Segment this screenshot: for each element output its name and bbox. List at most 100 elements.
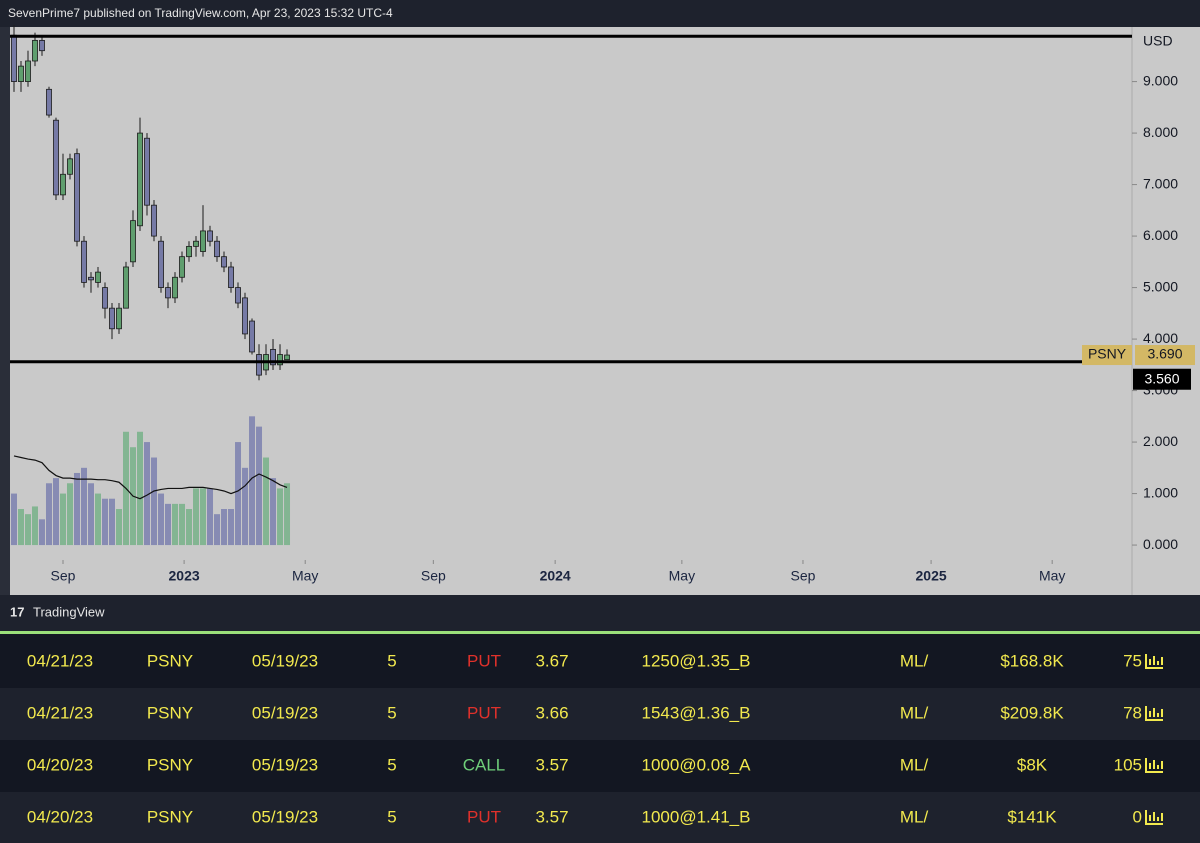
volume-bar (59, 493, 66, 546)
volume-bar (24, 514, 31, 546)
chart-background (0, 27, 1200, 595)
cell-date: 04/21/23 (27, 703, 93, 722)
cell-strike: 5 (387, 651, 396, 670)
candle-body (277, 354, 283, 366)
volume-bar (109, 498, 115, 546)
volume-bar (165, 503, 172, 546)
volume-bar (31, 506, 38, 546)
level-label-box (1133, 368, 1191, 390)
cell-ticker: PSNY (147, 807, 193, 826)
y-tick-label: 9.000 (1143, 72, 1178, 88)
volume-ma-line (13, 455, 288, 500)
candle-body (214, 240, 220, 258)
x-tick-label: May (1039, 568, 1065, 584)
volume-bar (38, 519, 45, 546)
y-tick-label: 6.000 (1143, 227, 1178, 243)
cell-ticker: PSNY (147, 755, 193, 774)
volume-bar (116, 509, 123, 546)
table-row (0, 792, 1200, 843)
volume-bar (52, 478, 59, 546)
volume-bar (17, 509, 24, 546)
cell-expiry: 05/19/23 (252, 807, 318, 826)
cell-date: 04/20/23 (27, 755, 93, 774)
cell-count: 75 (1123, 651, 1142, 670)
cell-source: ML/ (900, 807, 929, 826)
volume-bar (200, 488, 207, 546)
candle-body (39, 39, 45, 52)
candle-body (221, 256, 227, 268)
last-price-box (1135, 345, 1195, 366)
footer-text: TradingView (33, 604, 105, 619)
candle-body (207, 230, 213, 242)
volume-bar (284, 483, 291, 546)
candle-body (242, 297, 248, 335)
volume-bar (137, 431, 144, 546)
table-row (0, 688, 1200, 740)
y-tick-label: 4.000 (1143, 330, 1178, 346)
volume-bar (45, 483, 52, 546)
header-bar (0, 0, 1200, 27)
cell-date: 04/21/23 (27, 651, 93, 670)
count-icon (1145, 706, 1163, 721)
volume-bar (256, 426, 263, 546)
candle-body (67, 158, 73, 175)
candle-body (235, 287, 241, 304)
cell-detail: 1543@1.36_B (642, 703, 751, 722)
table-row (0, 740, 1200, 792)
candle-body (81, 240, 87, 283)
candle-body (116, 307, 122, 330)
cell-premium: $168.8K (1000, 651, 1064, 670)
candle-body (228, 266, 234, 288)
x-tick-label: Sep (791, 568, 816, 584)
candle-body (123, 266, 129, 309)
candle-body (60, 173, 66, 196)
volume-bar (270, 478, 277, 546)
candle-body (130, 220, 136, 263)
candle-body (193, 240, 199, 247)
candle-body (53, 119, 59, 196)
x-tick-label: May (669, 568, 695, 584)
cell-side: PUT (467, 807, 501, 826)
candle-body (25, 60, 31, 82)
cell-premium: $209.8K (1000, 703, 1064, 722)
count-icon (1145, 810, 1163, 825)
cell-count: 0 (1133, 807, 1142, 826)
candle-body (137, 132, 143, 227)
volume-bar (207, 488, 214, 546)
cell-price: 3.57 (535, 807, 568, 826)
volume-bar (277, 488, 284, 546)
candle-body (158, 240, 164, 288)
candle-body (46, 88, 52, 116)
footer-bar (0, 595, 1200, 631)
cell-strike: 5 (387, 807, 396, 826)
volume-bar (235, 442, 242, 546)
cell-count: 105 (1114, 755, 1142, 774)
volume-bar (66, 483, 73, 546)
left-strip (0, 27, 10, 595)
level-label: 3.560 (1144, 370, 1179, 386)
y-tick-label: 2.000 (1143, 433, 1178, 449)
candle-body (270, 348, 276, 366)
footer-logo: 17 (10, 604, 24, 619)
candle-body (165, 287, 171, 299)
cell-side: CALL (463, 755, 506, 774)
candle-body (32, 39, 38, 62)
cell-premium: $141K (1007, 807, 1057, 826)
volume-bar (242, 467, 249, 546)
candle-body (186, 245, 192, 258)
candle-body (256, 354, 262, 376)
candle-body (179, 256, 185, 278)
cell-detail: 1000@0.08_A (642, 755, 752, 774)
candle-body (172, 276, 178, 299)
separator (0, 631, 1200, 634)
cell-premium: $8K (1017, 755, 1048, 774)
volume-bar (193, 488, 200, 546)
candle-body (74, 153, 80, 242)
volume-bar (101, 498, 108, 546)
chart: 0.0001.0002.0003.0004.0005.0006.0007.000… (10, 24, 1195, 584)
header-text: SevenPrime7 published on TradingView.com… (8, 6, 393, 20)
count-icon (1145, 758, 1163, 773)
candle-body (102, 287, 108, 309)
last-price-label: 3.690 (1147, 346, 1182, 362)
